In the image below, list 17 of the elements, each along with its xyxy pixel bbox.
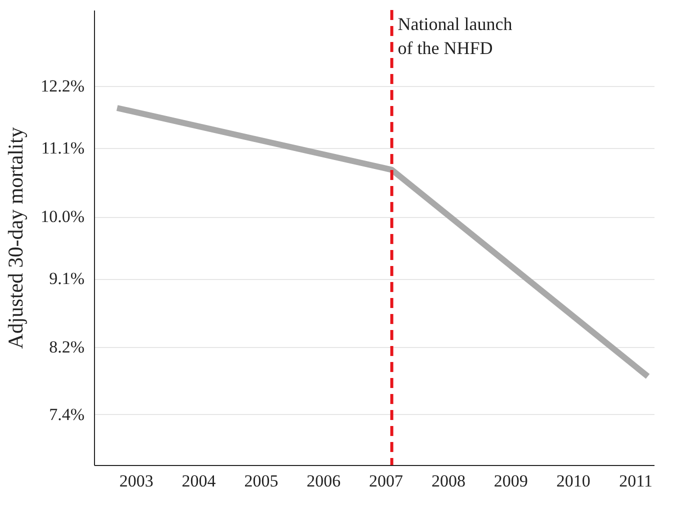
x-tick-label: 2004	[182, 472, 216, 490]
x-tick-label: 2011	[619, 472, 652, 490]
y-tick-label: 12.2%	[40, 76, 84, 96]
x-tick-label: 2007	[369, 472, 404, 490]
y-tick-label: 7.4%	[49, 404, 84, 424]
y-tick-label: 8.2%	[49, 337, 84, 356]
x-tick-label: 2010	[556, 472, 590, 490]
y-tick-label: 10.0%	[40, 207, 84, 226]
ref-line-label: National launch of the NHFD	[398, 14, 512, 58]
y-axis-title: Adjusted 30-day mortality	[4, 126, 28, 349]
x-tick-label: 2009	[494, 472, 528, 490]
y-tick-label: 11.1%	[41, 138, 84, 158]
x-tick-label: 2005	[244, 472, 278, 490]
x-tick-label: 2006	[306, 472, 341, 490]
x-tick-label: 2003	[119, 472, 154, 490]
y-tick-label: 9.1%	[49, 269, 84, 288]
x-tick-label: 2008	[431, 472, 466, 490]
